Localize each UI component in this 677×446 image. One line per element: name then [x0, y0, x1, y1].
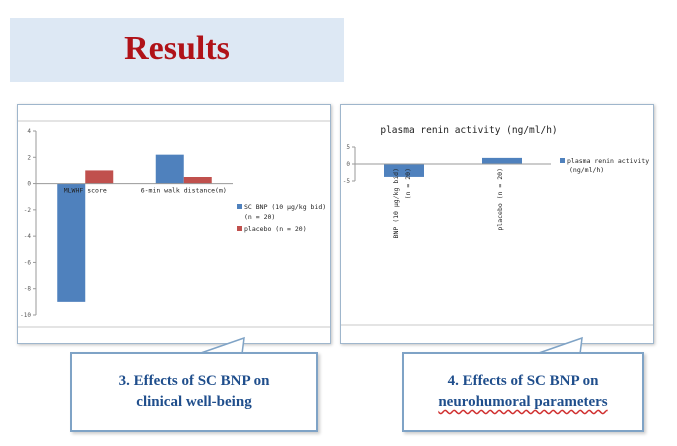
bar	[482, 157, 522, 164]
chart-panel-renin: plasma renin activity (ng/ml/h) 5 0 -5 BNP (…	[340, 104, 654, 344]
y-tick-label: -10	[20, 312, 31, 319]
bar	[85, 170, 114, 184]
chart-title: plasma renin activity (ng/ml/h)	[380, 125, 557, 136]
legend-label: placebo (n = 20)	[244, 225, 307, 233]
legend-label: (n = 20)	[244, 213, 275, 221]
callout-clinical-line1: 3. Effects of SC BNP on	[118, 373, 270, 389]
callout-clinical: 3. Effects of SC BNP on clinical well-be…	[70, 352, 318, 432]
y-tick-label: -4	[24, 233, 32, 240]
y-tick-label: -2	[24, 207, 32, 214]
y-tick-label: 0	[346, 161, 350, 168]
legend-swatch	[237, 204, 242, 209]
y-tick-label: 2	[27, 154, 31, 161]
category-label: MLWHF score	[64, 187, 107, 195]
bar	[384, 164, 424, 177]
callout-neurohumoral-line2: neurohumoral parameters	[438, 394, 608, 410]
legend-swatch	[560, 158, 565, 163]
title-banner: Results	[10, 18, 344, 82]
chart-panel-clinical: 4 2 0 -2 -4 -6 -8 -10 MLWHF score 6-min walk dist…	[17, 104, 331, 344]
bar	[57, 183, 86, 302]
y-tick-label: 4	[27, 128, 31, 135]
y-tick-label: 5	[346, 144, 350, 151]
clinical-chart: 4 2 0 -2 -4 -6 -8 -10 MLWHF score 6-min walk dist…	[18, 120, 330, 328]
callout-neurohumoral-line1: 4. Effects of SC BNP on	[447, 373, 599, 389]
category-label: BNP (10 µg/kg bid)	[392, 168, 400, 238]
category-label: 6-min walk distance(m)	[141, 187, 227, 195]
category-label: placebo (n = 20)	[496, 168, 504, 231]
legend-swatch	[237, 226, 242, 231]
callout-clinical-line2: clinical well-being	[136, 394, 252, 410]
category-label: (n = 20)	[404, 168, 412, 199]
callout-neurohumoral: 4. Effects of SC BNP on neurohumoral par…	[402, 352, 644, 432]
page-title: Results	[124, 30, 230, 67]
legend-label: SC BNP (10 µg/kg bid)	[244, 203, 326, 211]
y-tick-label: -8	[24, 286, 32, 293]
legend-label: (ng/ml/h)	[569, 166, 604, 174]
bar	[183, 177, 212, 184]
y-tick-label: 0	[27, 181, 31, 188]
renin-chart: plasma renin activity (ng/ml/h) 5 0 -5 BNP (…	[341, 125, 653, 326]
bar	[155, 154, 184, 184]
y-tick-label: -5	[343, 178, 351, 185]
y-tick-label: -6	[24, 259, 32, 266]
legend-label: plasma renin activity	[567, 157, 649, 165]
